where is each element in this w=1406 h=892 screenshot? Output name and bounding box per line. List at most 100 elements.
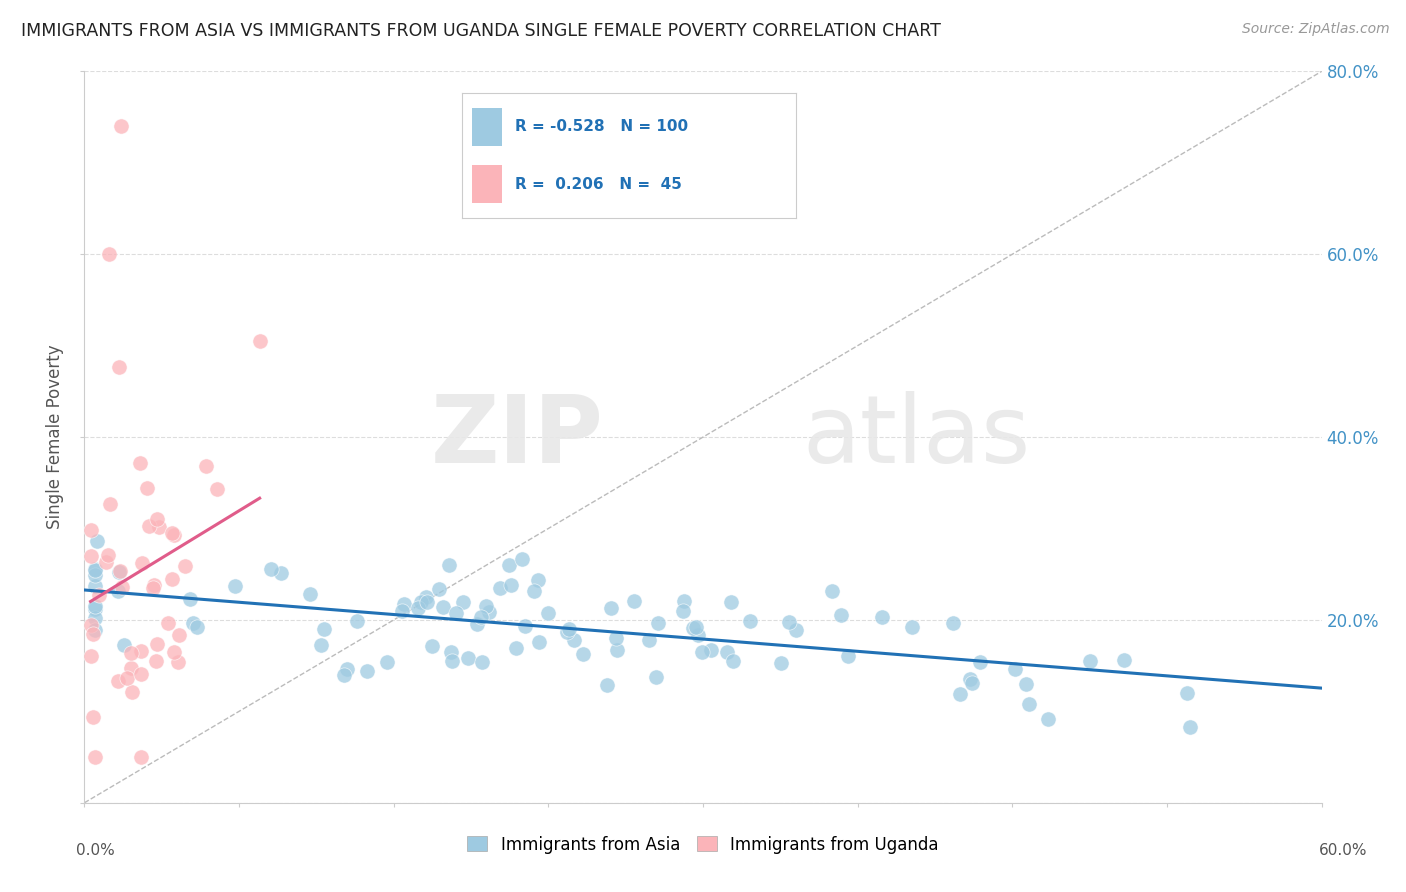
Point bbox=[115, 671, 138, 685]
Point bbox=[108, 566, 131, 580]
Point bbox=[136, 481, 159, 495]
Point bbox=[83, 602, 105, 616]
Point bbox=[110, 120, 132, 134]
Point bbox=[1112, 653, 1135, 667]
Point bbox=[672, 594, 695, 608]
Point bbox=[595, 678, 617, 692]
Point bbox=[644, 670, 666, 684]
Point bbox=[778, 615, 800, 629]
Point bbox=[167, 627, 190, 641]
Point bbox=[647, 616, 669, 631]
Point bbox=[637, 633, 659, 648]
Point bbox=[392, 597, 415, 611]
Point bbox=[465, 617, 488, 632]
Point bbox=[821, 583, 844, 598]
Point bbox=[785, 623, 807, 637]
Point bbox=[477, 605, 499, 619]
Point bbox=[356, 664, 378, 678]
Point bbox=[536, 606, 558, 620]
Point bbox=[186, 620, 208, 634]
Point bbox=[84, 750, 107, 764]
Point bbox=[270, 566, 292, 580]
Point bbox=[82, 709, 104, 723]
Point bbox=[173, 559, 195, 574]
Point bbox=[562, 633, 585, 648]
Point bbox=[451, 595, 474, 609]
Point bbox=[183, 616, 205, 631]
Point bbox=[830, 607, 852, 622]
Point bbox=[406, 600, 429, 615]
Point bbox=[605, 632, 627, 646]
Text: atlas: atlas bbox=[801, 391, 1031, 483]
Point bbox=[960, 675, 983, 690]
Point bbox=[160, 572, 183, 586]
Point bbox=[309, 638, 332, 652]
Point bbox=[112, 638, 135, 652]
Point bbox=[555, 625, 578, 640]
Point bbox=[107, 583, 129, 598]
Point bbox=[440, 645, 463, 659]
Point bbox=[145, 654, 167, 668]
Point bbox=[80, 617, 103, 632]
Point bbox=[513, 619, 536, 633]
Point bbox=[427, 582, 450, 596]
Point bbox=[167, 655, 190, 669]
Point bbox=[86, 533, 108, 548]
Point bbox=[1018, 697, 1040, 711]
Point bbox=[1180, 721, 1202, 735]
Point bbox=[606, 643, 628, 657]
Point bbox=[179, 591, 201, 606]
Point bbox=[129, 667, 152, 681]
Point bbox=[499, 578, 522, 592]
Point bbox=[143, 578, 166, 592]
Text: 0.0%: 0.0% bbox=[76, 843, 115, 858]
Point bbox=[1078, 654, 1101, 668]
Point bbox=[723, 654, 745, 668]
Point bbox=[1004, 661, 1026, 675]
Point bbox=[83, 579, 105, 593]
Point bbox=[120, 646, 142, 660]
Point bbox=[312, 623, 335, 637]
Point bbox=[131, 644, 153, 658]
Point bbox=[163, 645, 186, 659]
Point bbox=[440, 654, 463, 668]
Point bbox=[716, 645, 738, 659]
Text: IMMIGRANTS FROM ASIA VS IMMIGRANTS FROM UGANDA SINGLE FEMALE POVERTY CORRELATION: IMMIGRANTS FROM ASIA VS IMMIGRANTS FROM … bbox=[21, 22, 941, 40]
Y-axis label: Single Female Poverty: Single Female Poverty bbox=[46, 345, 65, 529]
Point bbox=[131, 557, 153, 571]
Point bbox=[107, 674, 129, 689]
Point bbox=[690, 645, 713, 659]
Point bbox=[700, 643, 723, 657]
Point bbox=[959, 672, 981, 686]
Point bbox=[148, 520, 170, 534]
Point bbox=[510, 552, 533, 566]
Point bbox=[409, 594, 432, 608]
Point bbox=[769, 656, 792, 670]
Point bbox=[600, 600, 623, 615]
Point bbox=[83, 623, 105, 637]
Point bbox=[83, 562, 105, 576]
Point bbox=[837, 649, 859, 664]
Point bbox=[111, 580, 134, 594]
Point bbox=[457, 651, 479, 665]
Point bbox=[688, 627, 710, 641]
Point bbox=[299, 587, 322, 601]
Point bbox=[79, 523, 101, 537]
Point bbox=[415, 591, 437, 605]
Point bbox=[120, 661, 142, 675]
Point bbox=[205, 483, 228, 497]
Point bbox=[1175, 686, 1198, 700]
Point bbox=[194, 458, 217, 473]
Point bbox=[79, 648, 101, 663]
Point bbox=[1015, 677, 1038, 691]
Text: ZIP: ZIP bbox=[432, 391, 605, 483]
Point bbox=[82, 627, 104, 641]
Point bbox=[672, 604, 695, 618]
Point bbox=[420, 639, 443, 653]
Point bbox=[83, 562, 105, 576]
Point bbox=[872, 610, 894, 624]
Point bbox=[224, 579, 246, 593]
Point bbox=[942, 615, 965, 630]
Point bbox=[437, 558, 460, 573]
Point bbox=[558, 623, 581, 637]
